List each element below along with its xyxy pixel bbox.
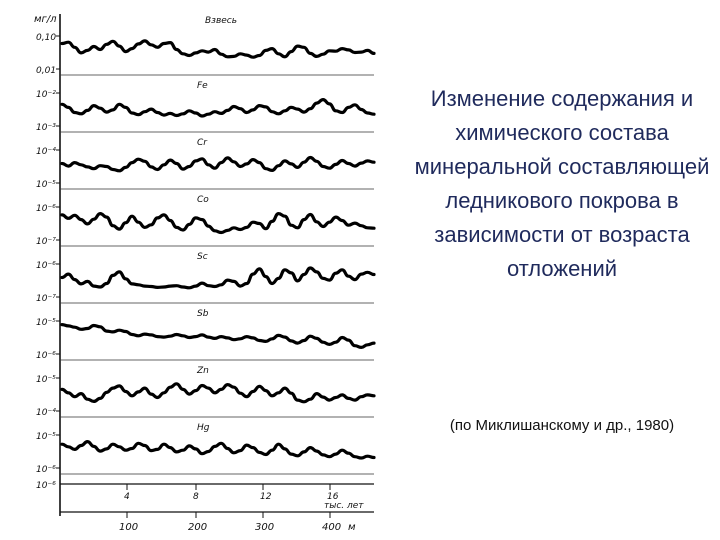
y-tick-label: 10⁻⁴	[36, 147, 56, 157]
age-tick-label: 16	[327, 492, 339, 502]
y-tick-label: 10⁻⁵	[36, 375, 56, 385]
series-line-5	[60, 323, 376, 349]
age-tick-label: 12	[260, 492, 272, 502]
series-line-6	[60, 382, 376, 404]
series-line-4	[60, 266, 376, 290]
y-tick-label: 10⁻⁵	[36, 432, 56, 442]
y-tick-label: 10⁻⁶	[36, 351, 56, 361]
y-tick-label: 10⁻²	[36, 90, 56, 100]
y-tick-label: 10⁻⁵	[36, 318, 56, 328]
panel-label: Cr	[197, 138, 208, 148]
series-line-1	[60, 98, 376, 118]
y-tick-label: 10⁻⁶	[36, 261, 56, 271]
depth-tick-label: 300	[255, 522, 274, 533]
ylabel-unit: мг/л	[34, 14, 57, 25]
panel-label: Fe	[197, 81, 208, 91]
depth-tick-label: 400	[322, 522, 341, 533]
depth-tick-label: 200	[188, 522, 207, 533]
slide-caption: (по Миклишанскому и др., 1980)	[449, 417, 675, 434]
panel-label: Hg	[197, 423, 210, 433]
age-tick-label: 4	[124, 492, 130, 502]
series-line-0	[60, 39, 376, 59]
series-line-2	[60, 155, 376, 173]
y-tick-label: 0,01	[36, 66, 56, 76]
series-line-3	[60, 212, 376, 235]
age-axis-unit: тыс. лет	[324, 501, 364, 511]
y-tick-label: 10⁻⁶	[36, 465, 56, 475]
panel-label: Взвесь	[205, 16, 237, 26]
y-tick-label: 10⁻⁶	[36, 204, 56, 214]
y-tick-label: 10⁻⁶	[36, 481, 56, 491]
y-tick-label: 10⁻⁵	[36, 180, 56, 190]
y-tick-label: 10⁻³	[36, 123, 56, 133]
y-tick-label: 0,10	[36, 33, 56, 43]
series-line-7	[60, 440, 376, 460]
y-tick-label: 10⁻⁷	[36, 237, 56, 247]
age-tick-label: 8	[193, 492, 199, 502]
depth-tick-label: 100	[119, 522, 138, 533]
y-tick-label: 10⁻⁷	[36, 294, 56, 304]
slide-title: Изменение содержания и химического соста…	[414, 86, 710, 281]
panel-label: Co	[197, 195, 209, 205]
panel-label: Zn	[196, 366, 209, 376]
panel-label: Sc	[197, 252, 208, 262]
panel-label: Sb	[197, 309, 209, 319]
chemistry-profiles-figure: мг/л 0,10 0,01 Взвесь 10⁻² 10⁻³ Fe 10⁻⁴ 10⁻⁵ Cr 10…	[34, 14, 376, 533]
y-tick-label: 10⁻⁴	[36, 408, 56, 418]
depth-axis-unit: м	[348, 522, 356, 533]
